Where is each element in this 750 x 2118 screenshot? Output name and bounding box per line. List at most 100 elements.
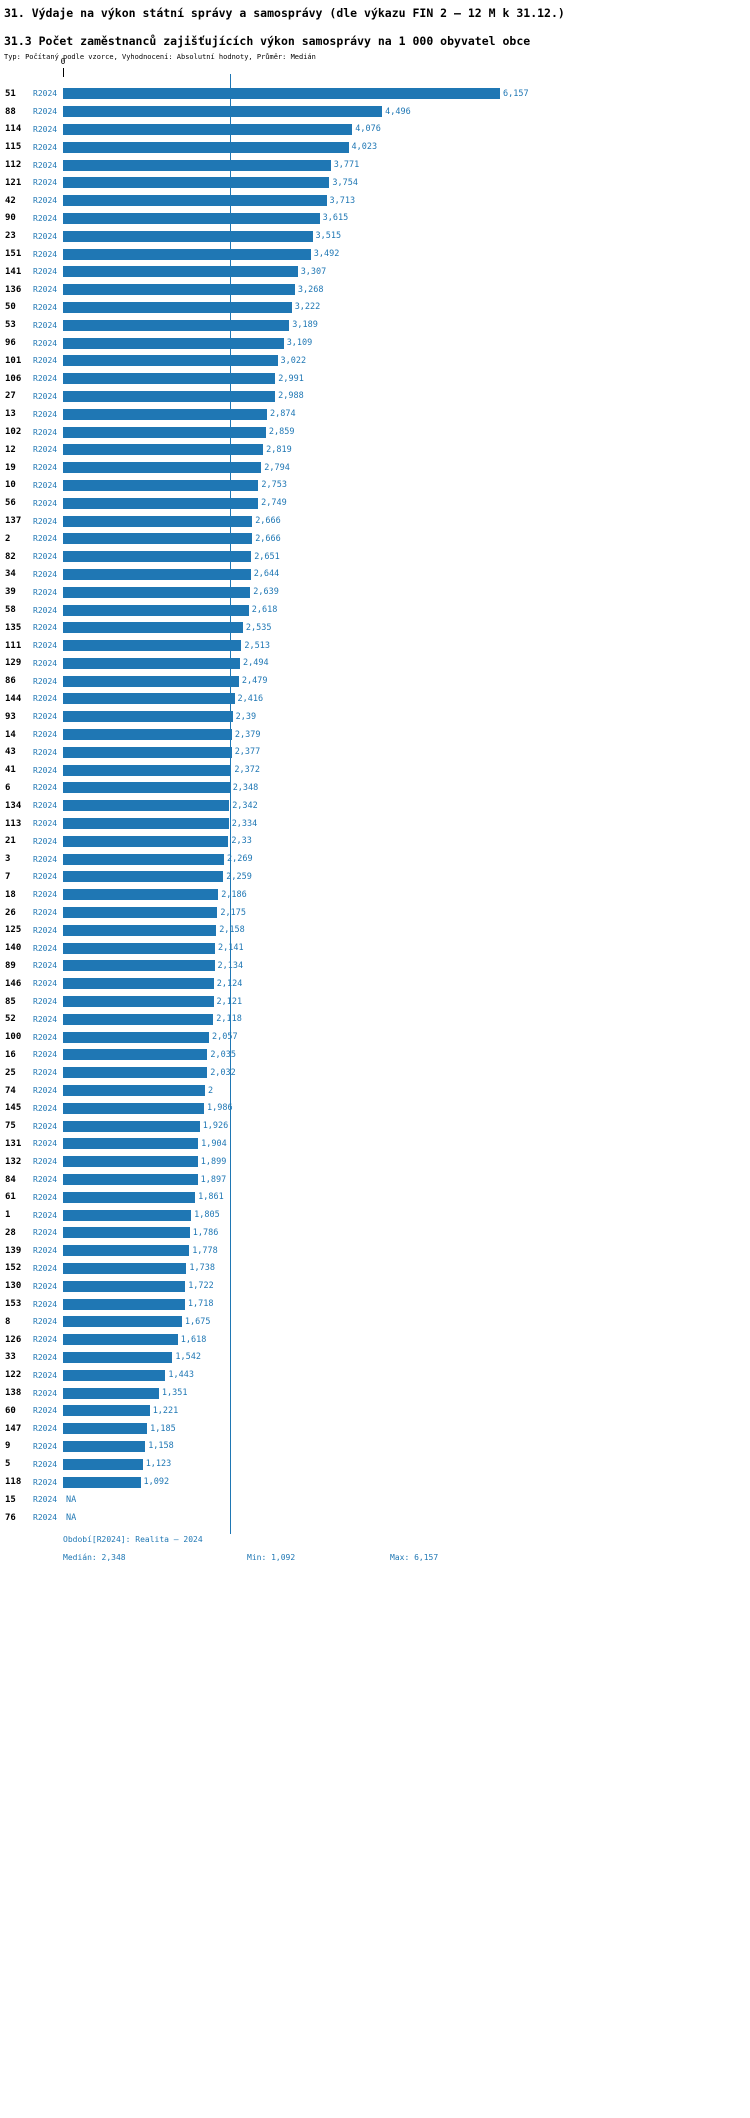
- row-value: 3,615: [322, 213, 349, 224]
- chart-row: 21 R2024 2,33: [0, 832, 750, 850]
- row-period-label: R2024: [33, 890, 58, 900]
- row-period-label: R2024: [33, 391, 58, 401]
- footer-min-label: Min: 1,092: [247, 1552, 296, 1562]
- row-number: 126: [5, 1334, 22, 1345]
- chart-row: 33 R2024 1,542: [0, 1349, 750, 1367]
- row-bar: [63, 960, 215, 972]
- row-number: 7: [5, 871, 11, 882]
- row-value: 2,494: [243, 658, 269, 669]
- row-number: 56: [5, 498, 16, 509]
- row-number: 140: [5, 943, 22, 954]
- chart-row: 13 R2024 2,874: [0, 405, 750, 423]
- row-period-label: R2024: [33, 1014, 58, 1024]
- row-bar: [63, 800, 230, 812]
- chart-row: 141 R2024 3,307: [0, 263, 750, 281]
- chart-row: 75 R2024 1,926: [0, 1117, 750, 1135]
- row-period-label: R2024: [33, 1388, 58, 1398]
- chart-row: 2 R2024 2,666: [0, 530, 750, 548]
- row-bar: [63, 1102, 204, 1114]
- row-bar: [63, 1156, 198, 1168]
- row-period-label: R2024: [33, 961, 58, 971]
- row-number: 50: [5, 302, 16, 313]
- row-bar: [63, 248, 311, 260]
- row-value: 2,175: [220, 907, 246, 918]
- row-number: 34: [5, 569, 16, 580]
- row-period-label: R2024: [33, 1068, 58, 1078]
- row-number: 130: [5, 1281, 22, 1292]
- chart-row: 131 R2024 1,904: [0, 1135, 750, 1153]
- row-value: 3,189: [292, 320, 318, 331]
- row-period-label: R2024: [33, 694, 58, 704]
- chart-row: 112 R2024 3,771: [0, 156, 750, 174]
- row-value: 3,713: [329, 195, 356, 206]
- row-bar: [63, 408, 267, 420]
- row-number: 26: [5, 907, 16, 918]
- chart-row: 136 R2024 3,268: [0, 281, 750, 299]
- row-value: 2,618: [251, 605, 278, 615]
- row-value: 2,121: [216, 996, 243, 1007]
- row-number: 134: [5, 800, 22, 811]
- footer-max-label: Max: 6,157: [390, 1552, 439, 1562]
- row-value: 2,819: [266, 444, 292, 455]
- row-bar: [63, 1209, 192, 1221]
- row-value: 1,805: [194, 1210, 220, 1221]
- row-period-label: R2024: [33, 285, 58, 295]
- row-value: 2,874: [270, 409, 296, 420]
- row-value: 2,666: [255, 533, 281, 544]
- row-number: 147: [5, 1423, 22, 1434]
- row-number: 13: [5, 409, 16, 420]
- row-period-label: R2024: [33, 498, 58, 508]
- row-value: 1,185: [150, 1423, 176, 1434]
- row-value: 1,897: [200, 1174, 227, 1185]
- row-bar: [63, 1120, 200, 1132]
- row-period-label: R2024: [33, 765, 58, 775]
- row-bar: [63, 1049, 208, 1061]
- footer-median-label: Medián: 2,348: [63, 1552, 126, 1562]
- chart-row: 76 R2024 NA: [0, 1509, 750, 1527]
- row-value: 4,023: [351, 142, 378, 153]
- row-bar: [63, 1351, 173, 1363]
- row-period-label: R2024: [33, 730, 58, 740]
- row-value: 2,057: [212, 1032, 238, 1043]
- row-number: 141: [5, 266, 22, 277]
- row-number: 27: [5, 391, 16, 402]
- row-period-label: R2024: [33, 89, 58, 99]
- row-bar: [63, 1245, 190, 1257]
- row-bar: [63, 729, 232, 741]
- chart-row: 5 R2024 1,123: [0, 1455, 750, 1473]
- row-period-label: R2024: [33, 142, 58, 152]
- row-bar: [63, 782, 230, 794]
- row-period-label: R2024: [33, 854, 58, 864]
- chart-row: 125 R2024 2,158: [0, 921, 750, 939]
- row-bar: [63, 1316, 182, 1328]
- row-value: NA: [66, 1512, 77, 1523]
- row-bar: [63, 1458, 143, 1470]
- row-period-label: R2024: [33, 623, 58, 633]
- row-value: 2,749: [261, 498, 287, 509]
- row-number: 90: [5, 213, 16, 224]
- chart-row: 106 R2024 2,991: [0, 370, 750, 388]
- chart-row: 60 R2024 1,221: [0, 1402, 750, 1420]
- row-number: 19: [5, 462, 16, 473]
- chart-row: 85 R2024 2,121: [0, 993, 750, 1011]
- row-value: 3,307: [300, 266, 327, 277]
- row-number: 1: [5, 1210, 11, 1221]
- row-bar: [63, 942, 215, 954]
- row-number: 76: [5, 1512, 16, 1523]
- row-period-label: R2024: [33, 231, 58, 241]
- row-bar: [63, 1369, 166, 1381]
- row-value: 2,416: [237, 693, 264, 704]
- chart-row: 9 R2024 1,158: [0, 1438, 750, 1456]
- row-period-label: R2024: [33, 1139, 58, 1149]
- row-period-label: R2024: [33, 587, 58, 597]
- row-period-label: R2024: [33, 1441, 58, 1451]
- chart-row: 111 R2024 2,513: [0, 637, 750, 655]
- chart-row: 58 R2024 2,618: [0, 601, 750, 619]
- row-value: 4,076: [355, 124, 381, 135]
- chart-row: 102 R2024 2,859: [0, 423, 750, 441]
- chart-row: 147 R2024 1,185: [0, 1420, 750, 1438]
- chart-row: 34 R2024 2,644: [0, 566, 750, 584]
- row-period-label: R2024: [33, 569, 58, 579]
- chart-row: 50 R2024 3,222: [0, 299, 750, 317]
- row-period-label: R2024: [33, 249, 58, 259]
